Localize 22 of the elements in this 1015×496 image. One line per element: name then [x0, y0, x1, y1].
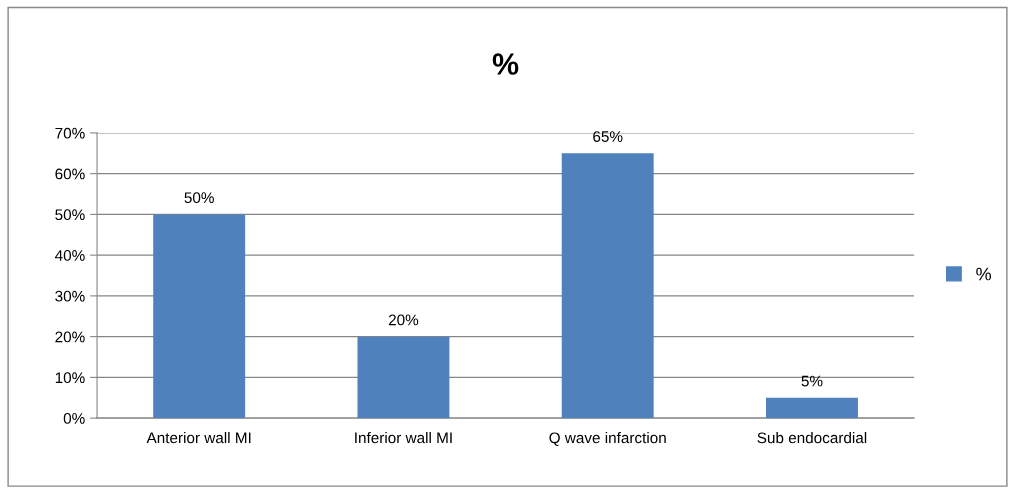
y-tick-label: 40%: [55, 250, 85, 261]
bar: [153, 214, 246, 419]
data-label: 50%: [184, 192, 214, 204]
bar: [357, 336, 450, 419]
y-tick-label: 60%: [55, 168, 85, 180]
x-tick-label: Sub endocardial: [757, 432, 867, 444]
y-tick-label: 10%: [55, 372, 85, 384]
bar: [766, 397, 858, 419]
y-tick-label: 0%: [63, 413, 85, 424]
legend-label: %: [976, 267, 991, 281]
x-tick-label: Anterior wall MI: [146, 432, 251, 444]
y-tick-label: 30%: [55, 290, 85, 302]
data-label: 20%: [388, 314, 419, 326]
data-label: 5%: [801, 375, 823, 387]
bar: [561, 153, 654, 419]
chart-title: %: [492, 53, 519, 75]
y-tick-label: 20%: [55, 331, 85, 343]
y-tick-label: 50%: [55, 209, 85, 221]
data-label: 65%: [593, 131, 623, 142]
y-tick-label: 70%: [55, 127, 85, 139]
x-tick-label: Q wave infarction: [549, 432, 666, 446]
x-tick-label: Inferior wall MI: [355, 432, 452, 444]
